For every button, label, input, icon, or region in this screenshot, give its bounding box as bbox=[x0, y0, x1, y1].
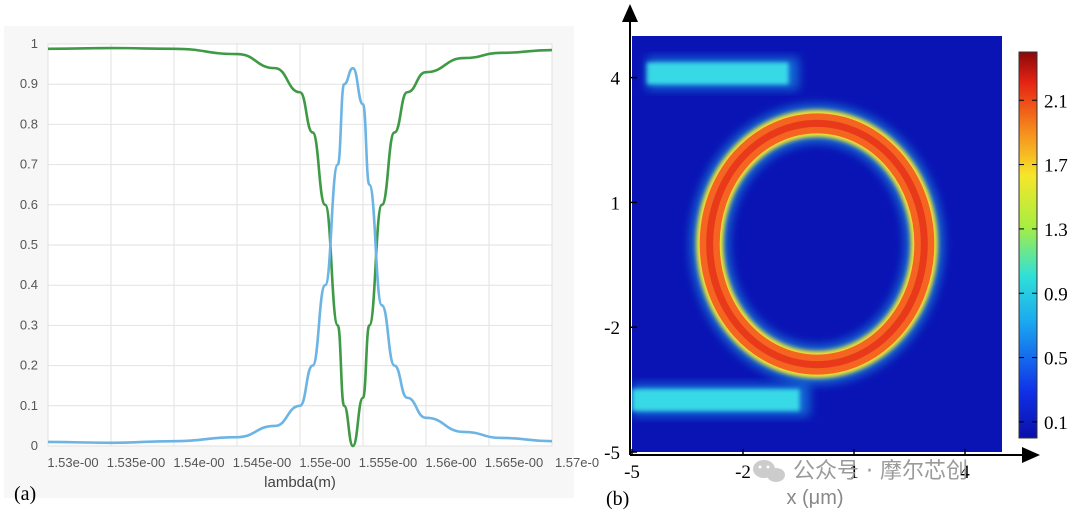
plot-b-axes bbox=[622, 4, 1040, 463]
y-tick-label: 0.9 bbox=[20, 76, 38, 91]
y-tick-label: 4 bbox=[611, 69, 621, 90]
watermark-text: 公众号 · 摩尔芯创 bbox=[793, 459, 968, 484]
y-tick-label: 0 bbox=[31, 438, 38, 453]
colorbar-tick-label: 2.1 bbox=[1044, 91, 1068, 112]
y-tick-label: -2 bbox=[604, 318, 620, 339]
x-tick-label: -2 bbox=[735, 462, 751, 483]
colorbar-tick-label: 0.1 bbox=[1044, 413, 1068, 434]
x-axis-arrow-icon bbox=[1022, 447, 1040, 463]
plot-a-series bbox=[47, 46, 553, 448]
colorbar-tick-label: 0.9 bbox=[1044, 284, 1068, 305]
plot-a-x-axis-title: lambda(m) bbox=[264, 474, 336, 491]
x-tick-label: 1.545e-00 bbox=[233, 455, 292, 470]
panel-b: 4 1 -2 -5 -5 -2 1 4 x (μm) (b) 0.1 0.5 0.9 1.3 1.7… bbox=[604, 4, 1068, 510]
x-tick-label: 1.555e-00 bbox=[359, 455, 418, 470]
through-port-line bbox=[47, 46, 553, 448]
y-tick-label: 0.7 bbox=[20, 157, 38, 172]
y-tick-label: 0.4 bbox=[20, 277, 38, 292]
plot-b-x-axis-title: x (μm) bbox=[786, 487, 843, 509]
plot-b-x-tick-labels: -5 -2 1 4 bbox=[624, 449, 970, 483]
y-tick-label: 0.2 bbox=[20, 358, 38, 373]
x-tick-label: 4 bbox=[960, 462, 970, 483]
y-tick-label: 0.8 bbox=[20, 116, 38, 131]
x-tick-label: 1.565e-00 bbox=[485, 455, 544, 470]
panel-a-label: (a) bbox=[14, 483, 36, 505]
plot-a-y-tick-labels: 0 0.1 0.2 0.3 0.4 0.5 0.6 0.7 0.8 0.9 1 bbox=[20, 36, 38, 453]
colorbar bbox=[1018, 51, 1038, 439]
colorbar-tick-label: 0.5 bbox=[1044, 349, 1068, 370]
x-tick-label: 1 bbox=[849, 462, 859, 483]
bus-waveguide bbox=[646, 57, 799, 90]
y-tick-label: 0.3 bbox=[20, 317, 38, 332]
plot-a-grid bbox=[47, 43, 553, 447]
plot-b-y-tick-labels: 4 1 -2 -5 bbox=[604, 69, 637, 464]
wechat-icon bbox=[753, 460, 785, 482]
x-tick-label: -5 bbox=[624, 462, 640, 483]
y-axis-arrow-icon bbox=[622, 4, 638, 22]
panel-b-label: (b) bbox=[606, 488, 629, 510]
x-tick-label: 1.56e-00 bbox=[425, 455, 476, 470]
y-tick-label: 1 bbox=[31, 36, 38, 51]
colorbar-ticks: 0.1 0.5 0.9 1.3 1.7 2.1 bbox=[1019, 91, 1068, 434]
y-tick-label: 0.6 bbox=[20, 197, 38, 212]
x-tick-label: 1.54e-00 bbox=[173, 455, 224, 470]
y-tick-label: 1 bbox=[611, 193, 621, 214]
watermark: 公众号 · 摩尔芯创 bbox=[753, 459, 968, 484]
colorbar-tick-label: 1.3 bbox=[1044, 220, 1068, 241]
y-tick-label: 0.5 bbox=[20, 237, 38, 252]
y-tick-label: 0.1 bbox=[20, 398, 38, 413]
x-tick-label: 1.57e-0 bbox=[555, 455, 599, 470]
x-tick-label: 1.535e-00 bbox=[107, 455, 166, 470]
field-map bbox=[632, 57, 944, 416]
drop-port-line bbox=[47, 66, 553, 445]
panel-a: 00.10.20.30.40.50.60.70.80.91 1.53e-00 1.… bbox=[4, 26, 599, 505]
bus-waveguide bbox=[632, 384, 810, 416]
y-tick-label: -5 bbox=[604, 443, 620, 464]
x-tick-label: 1.55e-00 bbox=[299, 455, 350, 470]
ring-resonator bbox=[690, 104, 944, 384]
colorbar-tick-label: 1.7 bbox=[1044, 156, 1068, 177]
plot-a-x-tick-labels: 1.53e-00 1.535e-00 1.54e-00 1.545e-00 1.55e-… bbox=[47, 455, 599, 470]
x-tick-label: 1.53e-00 bbox=[47, 455, 98, 470]
